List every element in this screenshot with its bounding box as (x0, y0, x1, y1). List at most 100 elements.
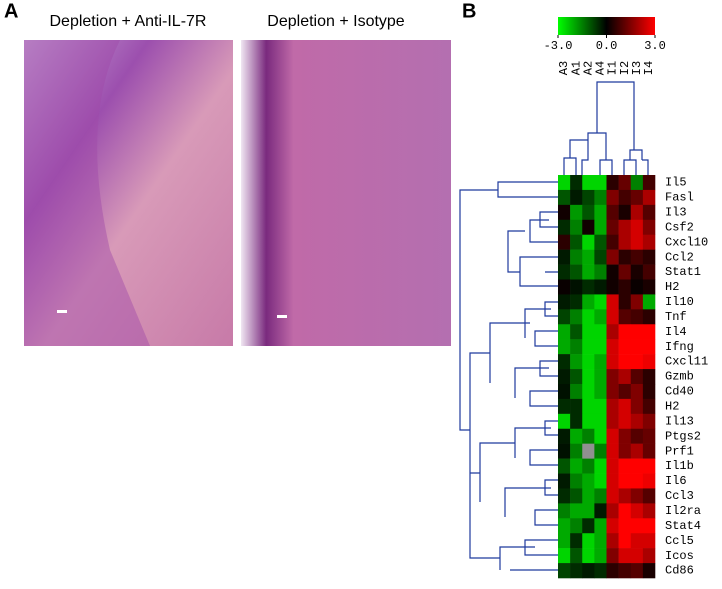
heatmap-cell (642, 413, 656, 430)
heatmap-cell (558, 548, 571, 564)
heatmap-cell (606, 264, 619, 280)
heatmap-cell (582, 175, 595, 191)
heatmap-cell (582, 234, 595, 250)
heatmap-cell (594, 354, 607, 370)
heatmap-cell (582, 189, 595, 206)
heatmap-cell (582, 294, 595, 310)
heatmap-cell (618, 428, 632, 444)
image-title: Depletion + Isotype (267, 13, 405, 30)
heatmap-cell (558, 518, 571, 534)
heatmap-cell (630, 488, 644, 504)
heatmap-cell (630, 175, 644, 191)
heatmap-cell (594, 204, 607, 221)
heatmap-cell (618, 563, 632, 579)
heatmap-cell (606, 354, 619, 370)
heatmap-cell (594, 533, 607, 549)
column-label: I2 (618, 61, 632, 75)
colorbar-tick-label: 0.0 (596, 39, 618, 53)
heatmap-cell (618, 518, 632, 534)
heatmap-cell (618, 473, 632, 489)
heatmap-cell (618, 339, 632, 355)
heatmap-cell (570, 294, 583, 310)
heatmap-cell (570, 503, 583, 519)
heatmap-cell (582, 503, 595, 519)
heatmap-cell (630, 428, 644, 444)
heatmap-cell (570, 279, 583, 295)
heatmap-cell (570, 189, 583, 206)
heatmap-cell (594, 503, 607, 519)
heatmap-cell (594, 563, 607, 579)
heatmap-cell (606, 279, 619, 295)
row-label: Il4 (665, 325, 687, 339)
heatmap-cell (618, 189, 632, 206)
colorbar-tick-label: 3.0 (644, 39, 666, 53)
heatmap-cell (582, 369, 595, 385)
row-label: Ccl5 (665, 534, 694, 548)
heatmap-cell (594, 518, 607, 534)
heatmap-cell (606, 428, 619, 444)
colorbar (558, 17, 655, 35)
heatmap-cell (630, 339, 644, 355)
heatmap-cell (618, 458, 632, 474)
heatmap-cell (630, 279, 644, 295)
colorbar-tick-label: -3.0 (544, 39, 573, 53)
heatmap-cell (606, 339, 619, 355)
heatmap-cell (642, 354, 656, 370)
heatmap-cell (570, 264, 583, 280)
heatmap-cell (642, 503, 656, 519)
heatmap-cell (558, 354, 571, 370)
heatmap-cell (606, 458, 619, 474)
heatmap-cell (606, 563, 619, 579)
heatmap-cell (642, 339, 656, 355)
heatmap-cell (618, 488, 632, 504)
heatmap-cell (606, 548, 619, 564)
heatmap-cell (606, 518, 619, 534)
heatmap-cell (642, 294, 656, 310)
heatmap-cell (642, 204, 656, 221)
heatmap-cell (558, 324, 571, 340)
heatmap-cell (570, 398, 583, 415)
heatmap-cell (570, 339, 583, 355)
heatmap-cell (642, 369, 656, 385)
heatmap-cell (642, 383, 656, 400)
heatmap-cell (630, 533, 644, 549)
row-label: Ccl3 (665, 489, 694, 503)
heatmap-cell (606, 383, 619, 400)
heatmap-cell (618, 309, 632, 325)
heatmap-cell (582, 339, 595, 355)
image-title: Depletion + Anti-IL-7R (50, 13, 207, 30)
column-label: A1 (569, 61, 583, 75)
heatmap-cell (558, 398, 571, 415)
heatmap-cell (558, 369, 571, 385)
heatmap-cell (630, 563, 644, 579)
heatmap-cell (558, 563, 571, 579)
heatmap-cell (606, 443, 619, 459)
heatmap-cell (582, 383, 595, 400)
heatmap-cell (642, 458, 656, 474)
heatmap-cell (594, 443, 607, 459)
heatmap-cell (618, 234, 632, 250)
heatmap-cell (558, 175, 571, 191)
row-label: Il13 (665, 414, 694, 428)
heatmap-cell (594, 428, 607, 444)
heatmap-cell (606, 473, 619, 489)
heatmap-cell (630, 189, 644, 206)
heatmap-cell (582, 428, 595, 444)
heatmap-cell (606, 204, 619, 221)
heatmap-cell (630, 309, 644, 325)
row-label: Gzmb (665, 370, 694, 384)
row-label: Ptgs2 (665, 429, 701, 443)
heatmap-cell (558, 428, 571, 444)
heatmap-cell (582, 398, 595, 415)
heatmap-cell (618, 294, 632, 310)
heatmap-cell (570, 563, 583, 579)
heatmap-cell (630, 294, 644, 310)
histology-image (241, 40, 451, 346)
heatmap-cell (582, 563, 595, 579)
heatmap-cell (558, 443, 571, 459)
heatmap-cell (570, 548, 583, 564)
heatmap-cell (606, 503, 619, 519)
heatmap-cell (594, 219, 607, 236)
heatmap-cell (594, 413, 607, 430)
